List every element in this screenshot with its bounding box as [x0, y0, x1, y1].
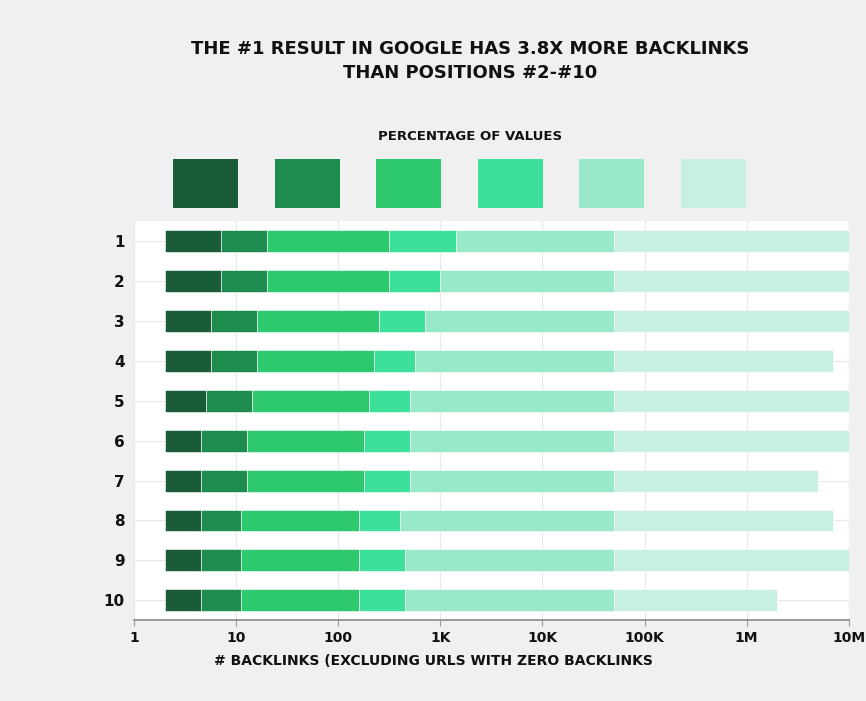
Text: 25%: 25%	[294, 234, 321, 247]
Bar	[359, 590, 404, 611]
Bar	[210, 350, 256, 372]
Bar	[364, 430, 410, 451]
Text: POSITION: POSITION	[443, 379, 458, 462]
FancyBboxPatch shape	[478, 159, 543, 207]
Bar	[404, 590, 614, 611]
Bar	[415, 350, 614, 372]
Bar	[614, 510, 833, 531]
Text: 75%: 75%	[496, 234, 524, 247]
Bar	[165, 470, 201, 491]
Bar	[206, 390, 252, 411]
Bar	[256, 310, 379, 332]
Bar	[374, 350, 415, 372]
Bar	[410, 430, 614, 451]
Bar	[614, 430, 849, 451]
FancyBboxPatch shape	[579, 159, 644, 207]
Text: 100%: 100%	[695, 234, 731, 247]
Bar	[201, 430, 247, 451]
Bar	[221, 270, 267, 292]
Bar	[425, 310, 614, 332]
Bar	[441, 270, 614, 292]
Bar	[221, 230, 267, 252]
Bar	[359, 550, 404, 571]
Bar	[399, 510, 614, 531]
Bar	[165, 390, 206, 411]
Bar	[614, 310, 849, 332]
Text: 50%: 50%	[395, 234, 423, 247]
Text: 5%: 5%	[196, 234, 216, 247]
Bar	[165, 430, 201, 451]
Text: 95%: 95%	[598, 234, 625, 247]
Bar	[410, 470, 614, 491]
Bar	[410, 390, 614, 411]
FancyBboxPatch shape	[681, 159, 746, 207]
Text: PERCENTAGE OF VALUES: PERCENTAGE OF VALUES	[378, 130, 562, 144]
Bar	[165, 510, 201, 531]
Bar	[247, 470, 364, 491]
Bar	[256, 350, 374, 372]
Bar	[165, 350, 210, 372]
Bar	[210, 310, 256, 332]
Bar	[267, 270, 390, 292]
Bar	[379, 310, 425, 332]
Bar	[614, 590, 777, 611]
Bar	[390, 270, 441, 292]
Bar	[165, 590, 201, 611]
Bar	[390, 230, 456, 252]
FancyBboxPatch shape	[275, 159, 339, 207]
Bar	[165, 550, 201, 571]
Bar	[614, 230, 849, 252]
FancyBboxPatch shape	[173, 159, 238, 207]
Bar	[242, 550, 359, 571]
Bar	[456, 230, 614, 252]
Text: # BACKLINKS (EXCLUDING URLS WITH ZERO BACKLINKS: # BACKLINKS (EXCLUDING URLS WITH ZERO BA…	[214, 654, 652, 667]
Bar	[252, 390, 369, 411]
Bar	[165, 270, 221, 292]
Bar	[201, 550, 242, 571]
Bar	[614, 550, 849, 571]
Bar	[614, 390, 849, 411]
Bar	[614, 270, 849, 292]
Bar	[242, 510, 359, 531]
Bar	[201, 590, 242, 611]
Bar	[267, 230, 390, 252]
FancyBboxPatch shape	[377, 159, 442, 207]
Bar	[404, 550, 614, 571]
Bar	[359, 510, 399, 531]
Bar	[614, 470, 818, 491]
Bar	[201, 510, 242, 531]
Bar	[165, 230, 221, 252]
Bar	[165, 310, 210, 332]
Text: THE #1 RESULT IN GOOGLE HAS 3.8X MORE BACKLINKS
THAN POSITIONS #2-#10: THE #1 RESULT IN GOOGLE HAS 3.8X MORE BA…	[191, 40, 749, 82]
Bar	[242, 590, 359, 611]
Bar	[364, 470, 410, 491]
Bar	[369, 390, 410, 411]
Bar	[201, 470, 247, 491]
Bar	[247, 430, 364, 451]
Bar	[614, 350, 833, 372]
